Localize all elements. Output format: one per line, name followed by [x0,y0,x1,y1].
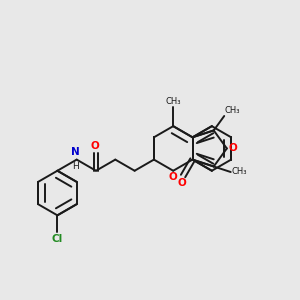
Text: O: O [169,172,178,182]
Text: Cl: Cl [52,234,63,244]
Text: O: O [228,143,237,154]
Text: CH₃: CH₃ [225,106,240,115]
Text: CH₃: CH₃ [166,97,181,106]
Text: O: O [91,141,99,152]
Text: H: H [72,162,79,171]
Text: CH₃: CH₃ [231,167,247,176]
Text: O: O [177,178,186,188]
Text: N: N [71,147,80,158]
